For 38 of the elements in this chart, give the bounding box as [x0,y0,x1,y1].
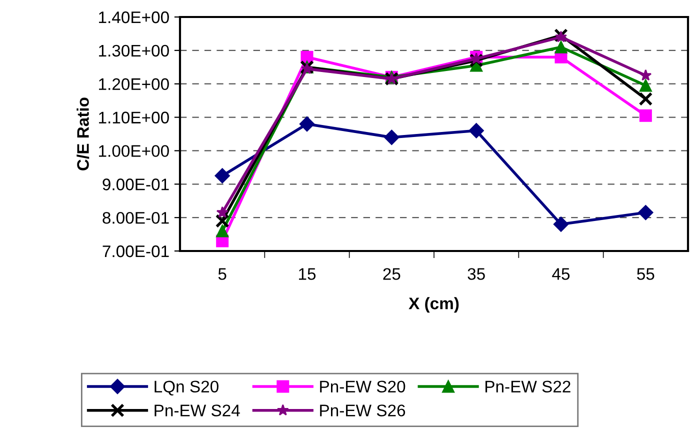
legend-label: Pn-EW S22 [486,380,570,393]
point [214,168,230,184]
y-tick-label: 1.10E+00 [99,112,169,124]
y-tick-label: 7.00E-01 [102,245,169,258]
x-tick-label: 35 [468,268,485,280]
point [554,40,568,54]
point [215,214,230,228]
point [639,79,652,92]
x-tick-label: 45 [552,268,570,280]
y-tick-label: 1.20E+00 [99,78,169,90]
legend-label: LQn S20 [154,380,218,396]
y-tick-label: 9.00E-01 [102,178,169,190]
point [216,224,229,238]
x-tick-label: 25 [383,268,400,280]
point [216,206,228,218]
point [469,54,484,68]
x-tick-label: 15 [299,268,316,280]
y-axis-title: C/E Ratio [76,98,90,170]
point [640,69,652,81]
point [638,92,653,106]
y-tick-label: 1.30E+00 [99,44,169,57]
y-tick-label: 1.40E+00 [99,11,169,24]
point [384,130,400,145]
legend-label: Pn-EW S20 [320,380,406,393]
x-axis-title: X (cm) [408,297,459,313]
y-tick-label: 1.00E+00 [99,145,169,157]
y-tick-label: 8.00E-01 [102,212,169,224]
x-tick-label: 55 [637,268,654,280]
x-tick-label: 5 [218,268,226,280]
legend-label: Pn-EW S24 [154,404,240,416]
point [468,123,484,138]
point [301,62,313,74]
point [638,204,654,220]
point [553,216,569,232]
point [299,116,315,132]
legend-label: Pn-EW S26 [320,404,406,416]
point [555,30,567,42]
point [639,109,652,122]
